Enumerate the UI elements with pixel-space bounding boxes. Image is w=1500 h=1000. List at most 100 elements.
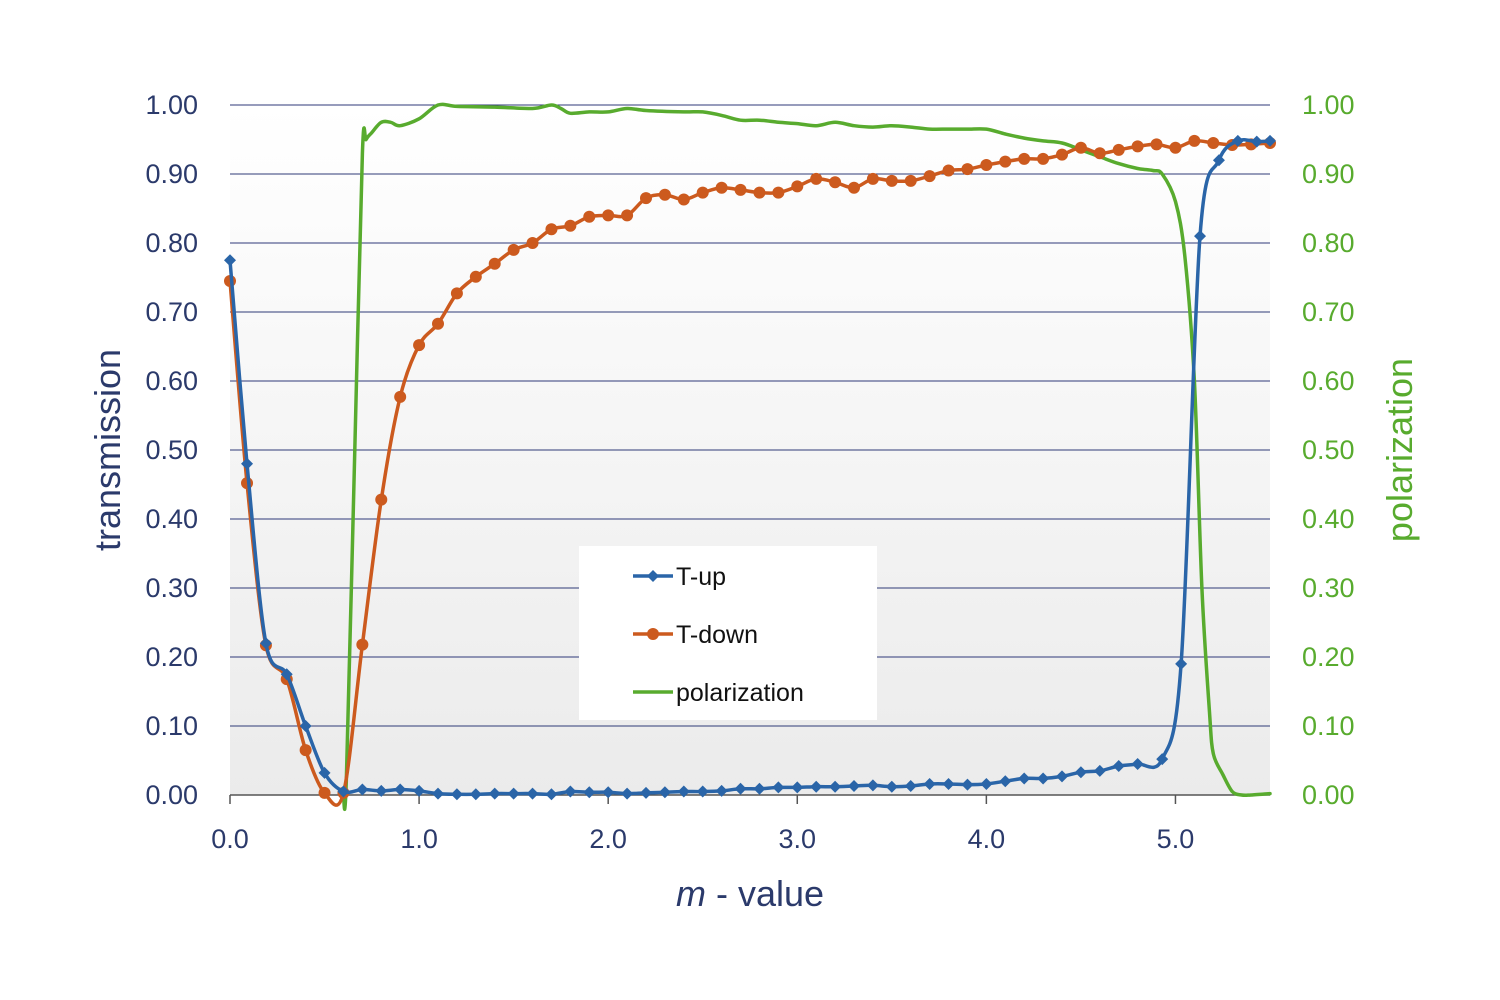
point-t-up: [280, 668, 293, 681]
point-t-up: [640, 786, 652, 799]
point-t-down: [526, 237, 539, 249]
point-t-up: [1231, 134, 1244, 147]
legend-label-polarization: polarization: [676, 679, 804, 707]
point-t-down: [564, 219, 577, 232]
point-t-down: [772, 186, 785, 199]
y-tick-label: 0.60: [145, 366, 198, 396]
point-t-down: [904, 174, 917, 187]
point-t-down: [469, 270, 482, 283]
y2-tick-label: 0.00: [1302, 780, 1355, 810]
point-t-down: [640, 192, 652, 205]
point-t-up: [241, 457, 254, 470]
y-tick-label: 0.10: [145, 711, 198, 741]
point-t-down: [356, 638, 369, 651]
x-axis-title-italic: m: [676, 873, 706, 914]
point-t-down: [1112, 143, 1125, 156]
point-t-up: [923, 777, 936, 790]
y2-tick-label: 0.80: [1302, 228, 1355, 258]
series-layer: [224, 102, 1276, 811]
point-t-up: [1112, 760, 1125, 773]
x-tick-label: 3.0: [778, 824, 816, 854]
point-t-up: [1194, 230, 1207, 243]
point-t-up: [224, 254, 236, 267]
point-t-down: [507, 243, 520, 256]
point-t-up: [432, 787, 444, 800]
point-t-up: [715, 784, 728, 797]
x-tick-label: 4.0: [968, 824, 1006, 854]
point-t-down: [375, 493, 388, 506]
point-t-up: [734, 782, 747, 795]
point-t-up: [904, 780, 917, 793]
y2-axis-title: polarization: [1379, 358, 1420, 542]
point-t-up: [394, 783, 407, 796]
legend-box: [579, 546, 877, 720]
point-t-down: [602, 209, 615, 222]
point-t-down: [1169, 141, 1182, 154]
point-t-down: [942, 164, 955, 177]
x-tick-label: 5.0: [1157, 824, 1195, 854]
point-t-up: [375, 784, 388, 797]
point-t-down: [583, 210, 596, 223]
y-tick-label: 0.00: [145, 780, 198, 810]
legend-label-t-up: T-up: [676, 563, 726, 591]
y2-tick-label: 0.40: [1302, 504, 1355, 534]
point-t-down: [1131, 140, 1144, 153]
legend-marker-t-up: [647, 570, 659, 582]
x-tick-label: 2.0: [589, 824, 627, 854]
y-tick-label: 0.30: [145, 573, 198, 603]
point-t-up: [450, 788, 463, 801]
point-t-up: [696, 785, 709, 798]
point-t-up: [829, 780, 842, 793]
point-t-down: [413, 339, 426, 352]
legend: T-up T-down polarization: [579, 546, 877, 720]
point-t-up: [866, 779, 879, 792]
y2-tick-label: 0.30: [1302, 573, 1355, 603]
point-t-up: [1175, 657, 1188, 670]
x-tick-label: 1.0: [400, 824, 438, 854]
y-tick-label: 0.40: [145, 504, 198, 534]
point-t-down: [318, 786, 331, 799]
point-t-down: [658, 188, 671, 201]
x-axis-title-rest: - value: [706, 873, 824, 914]
y-tick-label: 0.80: [145, 228, 198, 258]
point-t-up: [488, 787, 501, 800]
point-t-up: [1250, 135, 1263, 148]
point-t-up: [1093, 764, 1106, 777]
point-t-up: [980, 777, 993, 790]
left-axis-ticks: 0.00 0.10 0.20 0.30 0.40 0.50 0.60 0.70 0.80 0.90…: [145, 90, 198, 810]
point-t-down: [1150, 138, 1163, 151]
y2-tick-label: 0.10: [1302, 711, 1355, 741]
point-t-up: [259, 637, 272, 650]
point-t-up: [658, 786, 671, 799]
point-t-down: [1056, 148, 1068, 161]
point-t-down: [885, 174, 898, 187]
y2-tick-label: 0.70: [1302, 297, 1355, 327]
series-line-polarization: [341, 102, 1272, 811]
y-tick-label: 0.50: [145, 435, 198, 465]
point-t-down: [488, 257, 501, 270]
point-t-down: [1093, 147, 1106, 160]
point-t-up: [961, 778, 974, 791]
point-t-up: [507, 787, 520, 800]
y-tick-label: 0.90: [145, 159, 198, 189]
y-tick-label: 1.00: [145, 90, 198, 120]
point-t-up: [1056, 770, 1068, 783]
point-t-up: [772, 781, 785, 794]
point-t-down: [696, 186, 709, 199]
point-t-up: [299, 720, 312, 732]
point-t-up: [885, 780, 898, 793]
x-axis-ticks: 0.0 1.0 2.0 3.0 4.0 5.0: [211, 794, 1270, 854]
point-t-up: [810, 780, 823, 793]
point-t-down: [545, 223, 558, 236]
point-t-down: [1037, 152, 1050, 165]
y2-tick-label: 0.20: [1302, 642, 1355, 672]
point-t-down: [432, 317, 444, 330]
point-t-up: [1212, 154, 1225, 167]
point-t-down: [677, 193, 690, 206]
point-t-up: [526, 787, 539, 800]
point-t-down: [980, 159, 993, 172]
point-t-up: [753, 782, 766, 795]
point-t-down: [734, 183, 747, 196]
point-t-down: [999, 155, 1012, 168]
